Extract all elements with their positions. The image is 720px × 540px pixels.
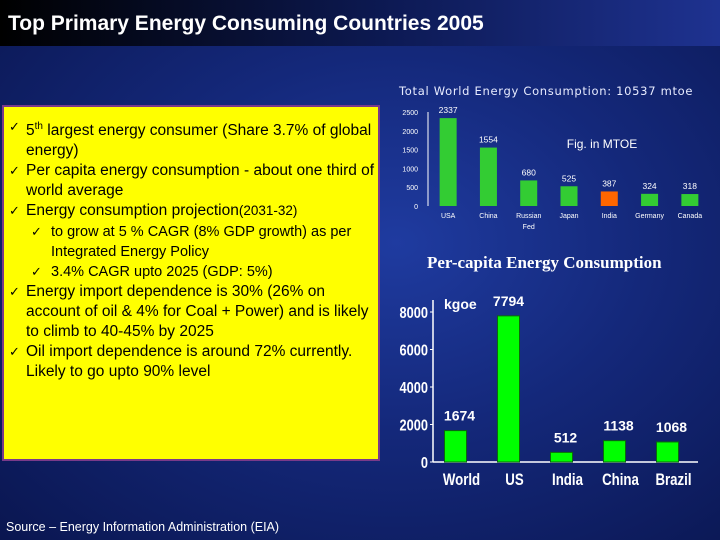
bar-india — [600, 191, 618, 206]
bullet-per-capita-text: Per capita energy consumption - about on… — [26, 162, 375, 200]
y-tick-label: 0 — [421, 455, 428, 473]
bar-value-label: 512 — [554, 429, 578, 445]
check-icon: ✓ — [9, 203, 20, 219]
bar-japan — [560, 186, 578, 206]
bar-brazil — [656, 441, 679, 463]
bar-china — [479, 147, 497, 206]
check-icon: ✓ — [31, 264, 42, 280]
y-tick-label: 0 — [414, 204, 418, 211]
bar-china — [603, 440, 626, 463]
bar-germany — [641, 193, 659, 206]
bullet-oil-import-text: Oil import dependence is around 72% curr… — [26, 343, 353, 381]
y-tick-label: 2500 — [402, 110, 418, 117]
x-tick-label: Russian — [516, 213, 541, 220]
x-tick-label: China — [479, 213, 497, 220]
sub-bullet-cagr-ipp: ✓ to grow at 5 % CAGR (8% GDP growth) as … — [26, 222, 378, 262]
x-tick-label: India — [602, 213, 617, 220]
check-icon: ✓ — [9, 163, 20, 179]
y-tick-label: 1500 — [402, 148, 418, 155]
x-tick-label: India — [552, 471, 583, 490]
bar-value-label: 2337 — [439, 105, 458, 115]
x-tick-label: World — [443, 471, 480, 490]
bar-india — [550, 451, 573, 463]
bar-canada — [681, 194, 699, 206]
chart1-title: Total World Energy Consumption: 10537 mt… — [399, 84, 694, 98]
title-bar: Top Primary Energy Consuming Countries 2… — [0, 0, 720, 46]
bar-russian-fed — [520, 180, 538, 206]
source-note: Source – Energy Information Administrati… — [6, 520, 280, 534]
y-tick-label: 8000 — [400, 305, 428, 323]
chart2-title: Per-capita Energy Consumption — [427, 253, 662, 272]
x-tick-label: US — [505, 471, 523, 490]
bullet-projection-years: (2031-32) — [238, 203, 298, 219]
sub-bullet-cagr-ipp-text: to grow at 5 % CAGR (8% GDP growth) as p… — [51, 224, 352, 261]
x-tick-label: Fed — [523, 224, 535, 231]
y-tick-label: 500 — [406, 185, 418, 192]
x-tick-label: Japan — [559, 213, 578, 220]
x-tick-label: USA — [441, 213, 456, 220]
x-tick-label: China — [602, 471, 639, 490]
x-tick-label: Brazil — [655, 471, 691, 490]
bar-value-label: 324 — [642, 181, 656, 191]
bar-value-label: 7794 — [493, 293, 524, 309]
chart1-annotation: Fig. in MTOE — [567, 137, 637, 151]
y-axis-unit-label: kgoe — [444, 296, 477, 312]
bullet-share-sup: th — [34, 121, 43, 132]
check-icon: ✓ — [9, 119, 20, 134]
world-consumption-chart: 0 500 1000 1500 2000 2500 2337 USA 1554 China 680 R… — [402, 105, 703, 231]
bullet-import-dependence-text: Energy import dependence is 30% (26% on … — [26, 283, 369, 341]
bar-usa — [439, 118, 457, 206]
bullet-share-text: largest energy consumer (Share 3.7% of g… — [26, 122, 372, 160]
y-tick-label: 2000 — [402, 129, 418, 136]
y-tick-label: 2000 — [400, 417, 428, 435]
check-icon: ✓ — [9, 284, 20, 300]
bar-world — [444, 430, 467, 463]
bullet-import-dependence: ✓ Energy import dependence is 30% (26% on… — [4, 282, 378, 342]
bar-value-label: 1138 — [603, 418, 634, 434]
bar-value-label: 1554 — [479, 135, 498, 145]
slide-title: Top Primary Energy Consuming Countries 2… — [8, 12, 484, 35]
y-tick-label: 1000 — [402, 166, 418, 173]
bullet-share-pre: 5 — [26, 122, 35, 140]
bullet-projection-text: Energy consumption projection — [26, 202, 239, 220]
bullet-share: ✓ 5th largest energy consumer (Share 3.7%… — [4, 117, 378, 161]
bar-value-label: 525 — [562, 173, 576, 183]
bullet-box: ✓ 5th largest energy consumer (Share 3.7%… — [2, 105, 380, 461]
bar-value-label: 387 — [602, 178, 616, 188]
check-icon: ✓ — [9, 344, 20, 360]
x-tick-label: Canada — [678, 213, 703, 220]
bar-us — [497, 315, 520, 463]
bar-value-label: 1068 — [656, 419, 687, 435]
bullet-oil-import: ✓ Oil import dependence is around 72% cur… — [4, 342, 378, 382]
per-capita-chart: 0 2000 4000 6000 8000 kgoe 1674 World 7794 US 512 I… — [400, 293, 698, 490]
sub-bullet-cagr-2025: ✓ 3.4% CAGR upto 2025 (GDP: 5%) — [26, 262, 378, 282]
sub-bullet-cagr-2025-text: 3.4% CAGR upto 2025 (GDP: 5%) — [51, 264, 273, 281]
x-tick-label: Germany — [635, 213, 664, 220]
bullet-per-capita: ✓ Per capita energy consumption - about o… — [4, 161, 378, 201]
check-icon: ✓ — [31, 224, 42, 240]
bar-value-label: 680 — [522, 167, 536, 177]
y-tick-label: 4000 — [400, 380, 428, 398]
bullet-projection: ✓ Energy consumption projection(2031-32) … — [4, 201, 378, 282]
bar-value-label: 318 — [683, 181, 697, 191]
y-tick-label: 6000 — [400, 342, 428, 360]
bar-value-label: 1674 — [444, 408, 475, 424]
